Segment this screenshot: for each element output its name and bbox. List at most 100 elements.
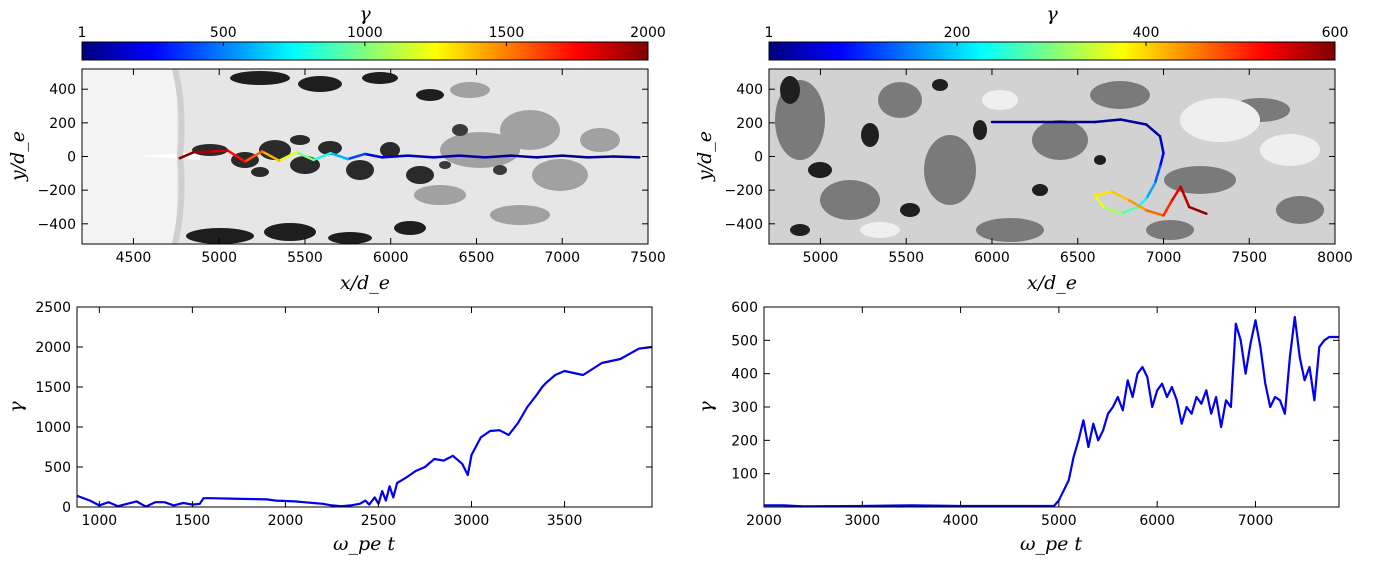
x-tick-label: 3000 [844, 513, 880, 529]
y-axis-label: γ [695, 401, 717, 413]
y-tick-label: 100 [731, 467, 758, 483]
x-tick-label: 7000 [544, 250, 580, 266]
colorbar-label: γ [1046, 3, 1058, 25]
top-right-panel: γ 1 200 400 600 [694, 3, 1353, 294]
x-tick-label: 2000 [746, 513, 782, 529]
trajectory-segment [1162, 199, 1174, 217]
x-axis-label: x/d_e [1027, 272, 1077, 294]
trajectory-segment [1119, 205, 1140, 215]
gamma-series-line [77, 345, 652, 507]
trajectory-segment [346, 152, 367, 161]
trajectory-segment [1102, 205, 1122, 215]
y-tick-label: −200 [38, 183, 76, 199]
trajectory-segment [295, 151, 315, 162]
colorbar-tick-label: 1 [765, 25, 774, 41]
trajectory-segment [509, 154, 538, 159]
trajectory-segment [380, 154, 410, 159]
trajectory-segment [277, 151, 298, 162]
y-tick-label: 0 [67, 150, 76, 166]
x-tick-label: 2500 [361, 513, 397, 529]
y-tick-label: 2000 [35, 340, 71, 356]
x-tick-label: 6000 [974, 250, 1010, 266]
x-tick-label: 6000 [373, 250, 409, 266]
trajectory-segment [1145, 123, 1162, 138]
x-tick-label: 7500 [1231, 250, 1267, 266]
colorbar-tick-label: 2000 [630, 25, 666, 41]
y-tick-label: 0 [754, 150, 763, 166]
trajectory-segment [329, 151, 350, 161]
bottom-left-panel: 1000 1500 2000 2500 3000 3500 0 500 1000 1500 2000… [5, 300, 653, 555]
trajectory-segment [1153, 165, 1162, 185]
trajectory-top-right [990, 118, 1208, 217]
y-tick-label: 400 [736, 82, 763, 98]
colorbar-tick-label: 1000 [347, 25, 383, 41]
colorbar-ticks: 1 200 400 600 [765, 25, 1349, 46]
axes-top-left: 4500 5000 5500 6000 6500 7000 7500 400 200 0 −200 −… [38, 69, 666, 266]
trajectory-segment [1145, 182, 1157, 200]
field-map-top-left [82, 69, 648, 244]
x-tick-label: 5500 [888, 250, 924, 266]
colorbar-tick-label: 1500 [489, 25, 525, 41]
colorbar-tick-label: 600 [1322, 25, 1349, 41]
y-tick-label: 500 [731, 333, 758, 349]
y-tick-label: 1000 [35, 420, 71, 436]
trajectory-segment [178, 151, 195, 160]
trajectory-segment [209, 149, 230, 153]
trajectory-segment [1110, 190, 1131, 202]
y-tick-label: 200 [736, 116, 763, 132]
x-tick-label: 7000 [1146, 250, 1182, 266]
x-tick-label: 5500 [287, 250, 323, 266]
axes-bottom-right: 2000 3000 4000 5000 6000 7000 100 200 300 400 500 6… [731, 300, 1339, 529]
bottom-right-panel: 2000 3000 4000 5000 6000 7000 100 200 300 400 500 6… [695, 300, 1340, 555]
gamma-line-bottom-right [764, 315, 1339, 507]
y-tick-label: −400 [38, 217, 76, 233]
x-tick-label: 5000 [1041, 513, 1077, 529]
y-tick-label: −400 [725, 217, 763, 233]
trajectory-segment [192, 150, 212, 154]
x-tick-label: 6500 [459, 250, 495, 266]
y-tick-label: 600 [731, 300, 758, 316]
y-tick-label: 1500 [35, 380, 71, 396]
trajectory-segment [483, 154, 513, 159]
gamma-series-line [764, 315, 1339, 507]
trajectory-segment [226, 149, 247, 163]
x-tick-label: 2000 [268, 513, 304, 529]
y-axis-label: γ [5, 401, 27, 413]
trajectory-segment [1170, 185, 1182, 202]
axes-bottom-left: 1000 1500 2000 2500 3000 3500 0 500 1000 1500 2000… [35, 300, 652, 529]
trajectory-segment [260, 150, 281, 162]
x-tick-label: 8000 [1317, 250, 1353, 266]
x-tick-label: 5000 [201, 250, 237, 266]
x-axis-label: ω_pe t [1020, 533, 1082, 555]
trajectory-segment [586, 155, 615, 159]
trajectory-segment [1093, 193, 1105, 209]
trajectory-segment [1187, 205, 1208, 215]
y-tick-label: 0 [62, 500, 71, 516]
y-tick-label: 400 [731, 367, 758, 383]
trajectory-segment [1158, 151, 1165, 168]
trajectory-segment [458, 154, 487, 159]
trajectory-segment [1127, 199, 1148, 212]
colorbar-ticks: 1 500 1000 1500 2000 [78, 25, 666, 46]
trajectory-segment [1145, 209, 1165, 217]
trajectory-top-left [178, 149, 641, 163]
trajectory-segment [243, 150, 264, 163]
trajectory-segment [612, 155, 641, 159]
colorbar-gradient [768, 41, 1336, 61]
trajectory-segment [363, 152, 384, 159]
x-tick-label: 6000 [1139, 513, 1175, 529]
y-tick-label: 2500 [35, 300, 71, 316]
trajectory-segment [1158, 135, 1165, 155]
trajectory-segment [1179, 185, 1191, 209]
y-axis-label: y/d_e [694, 131, 716, 182]
trajectory-segment [1119, 118, 1148, 126]
trajectory-segment [1093, 190, 1114, 197]
trajectory-segment [432, 154, 461, 159]
colorbar-tick-label: 1 [78, 25, 87, 41]
y-tick-label: 200 [49, 116, 76, 132]
x-tick-label: 7500 [630, 250, 666, 266]
y-axis-label: y/d_e [7, 131, 29, 182]
top-left-panel: γ 1 500 1000 1500 2000 [7, 3, 666, 294]
y-tick-label: 300 [731, 400, 758, 416]
